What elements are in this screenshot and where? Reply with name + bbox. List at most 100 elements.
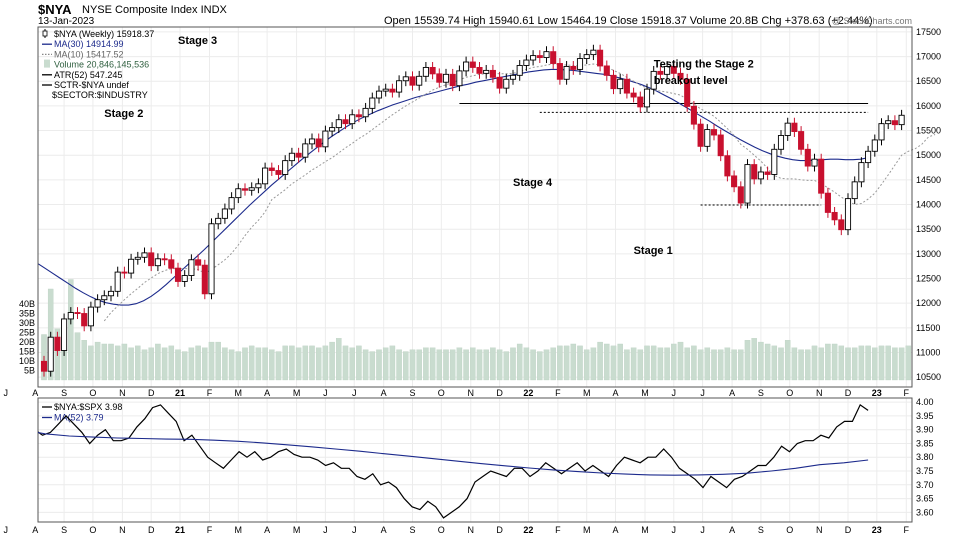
- candle-down: [536, 55, 543, 59]
- volume-bar: [805, 349, 811, 381]
- volume-bar: [671, 343, 677, 381]
- candle-up: [442, 73, 450, 83]
- volume-bar: [222, 347, 228, 381]
- candle-up: [235, 188, 242, 199]
- volume-bar: [215, 341, 221, 381]
- x-tick-label-bottom: A: [381, 525, 387, 535]
- volume-bar: [114, 345, 121, 381]
- candle-up: [858, 162, 865, 183]
- volume-bar: [496, 349, 503, 381]
- candle-up: [362, 107, 369, 118]
- volume-bars: [41, 279, 912, 381]
- x-tick-label-top: 23: [872, 388, 882, 398]
- x-tick-label-bottom: F: [555, 525, 561, 535]
- candle-up: [128, 258, 135, 274]
- volume-bar: [604, 343, 610, 381]
- candle-down: [690, 105, 697, 125]
- y-tick-label: 15500: [916, 126, 941, 136]
- volume-bar: [831, 343, 838, 381]
- x-tick-label-bottom: M: [641, 525, 649, 535]
- candle-up: [302, 143, 309, 158]
- volume-bar: [657, 347, 664, 381]
- candle-down: [40, 360, 48, 372]
- candle-down: [489, 69, 496, 78]
- volume-bar: [362, 349, 369, 381]
- volume-bar: [490, 347, 496, 381]
- volume-bar: [456, 347, 463, 381]
- candle-up: [878, 123, 885, 141]
- volume-bar: [188, 347, 195, 381]
- volume-bar: [543, 349, 550, 381]
- candle-down: [550, 51, 557, 64]
- candle-down: [710, 129, 718, 136]
- main-panel-frame: [37, 26, 913, 388]
- volume-bar: [262, 347, 268, 381]
- volume-bar: [81, 340, 87, 381]
- volume-bar: [711, 349, 717, 381]
- candle-up: [744, 164, 751, 204]
- volume-bar: [322, 345, 329, 381]
- candle-up: [563, 66, 570, 80]
- legend-label: MA(10) 15417.52: [54, 49, 124, 59]
- volume-bar: [684, 347, 690, 381]
- volume-bar: [349, 347, 355, 381]
- volume-bar: [744, 340, 751, 381]
- candle-down: [764, 171, 771, 175]
- volume-bar: [269, 349, 275, 381]
- volume-bar: [771, 345, 778, 381]
- candle-down: [838, 219, 845, 231]
- volume-bar: [369, 351, 376, 381]
- volume-bar: [376, 349, 382, 381]
- y-tick-label: 11000: [916, 347, 940, 357]
- x-tick-label-top: J: [700, 388, 705, 398]
- candle-down: [697, 123, 704, 147]
- candle-up: [898, 114, 905, 126]
- candle-up: [329, 127, 336, 132]
- volume-bar: [168, 345, 175, 381]
- candle-up: [771, 148, 778, 175]
- candle-up: [483, 69, 490, 74]
- volume-bar: [530, 349, 536, 381]
- candle-down: [195, 259, 202, 266]
- volume-bar: [717, 349, 724, 381]
- volume-bar: [758, 341, 764, 381]
- candle-up: [530, 55, 537, 61]
- candle-up: [664, 66, 671, 75]
- candle-down: [342, 119, 349, 125]
- candle-down: [724, 155, 731, 177]
- volume-bar: [155, 343, 161, 381]
- candle-up: [811, 158, 818, 167]
- candle-down: [74, 312, 81, 314]
- volume-bar: [885, 345, 891, 381]
- volume-bar: [141, 349, 148, 381]
- x-tick-label-top: O: [89, 388, 96, 398]
- x-tick-label-bottom: J: [4, 525, 9, 535]
- volume-bar: [175, 349, 181, 381]
- volume-bar: [463, 349, 469, 381]
- candle-down: [677, 72, 684, 80]
- stage-annotation: Stage 3: [178, 35, 217, 47]
- ratio-y-tick-label: 3.60: [916, 507, 934, 517]
- x-tick-label-bottom: O: [786, 525, 793, 535]
- x-tick-label-bottom: A: [613, 525, 619, 535]
- legend-candle-icon: [42, 30, 48, 37]
- x-tick-label-bottom: O: [89, 525, 96, 535]
- candle-down: [268, 167, 275, 171]
- candle-up: [255, 183, 262, 189]
- volume-bar: [443, 349, 449, 381]
- candle-up: [67, 312, 74, 320]
- volume-bar: [403, 351, 409, 381]
- candle-down: [168, 259, 175, 269]
- volume-bar: [778, 347, 784, 381]
- legend-label: Volume 20,846,145,536: [54, 60, 149, 70]
- volume-tick-label: 10B: [19, 356, 35, 366]
- candle-down: [54, 336, 61, 351]
- candle-down: [275, 170, 282, 175]
- x-tick-label-bottom: J: [700, 525, 705, 535]
- y-tick-label: 14500: [916, 175, 941, 185]
- volume-bar: [483, 349, 489, 381]
- volume-bar: [664, 347, 670, 381]
- candle-down: [201, 264, 208, 295]
- volume-bar: [436, 349, 443, 381]
- candle-down: [791, 122, 798, 132]
